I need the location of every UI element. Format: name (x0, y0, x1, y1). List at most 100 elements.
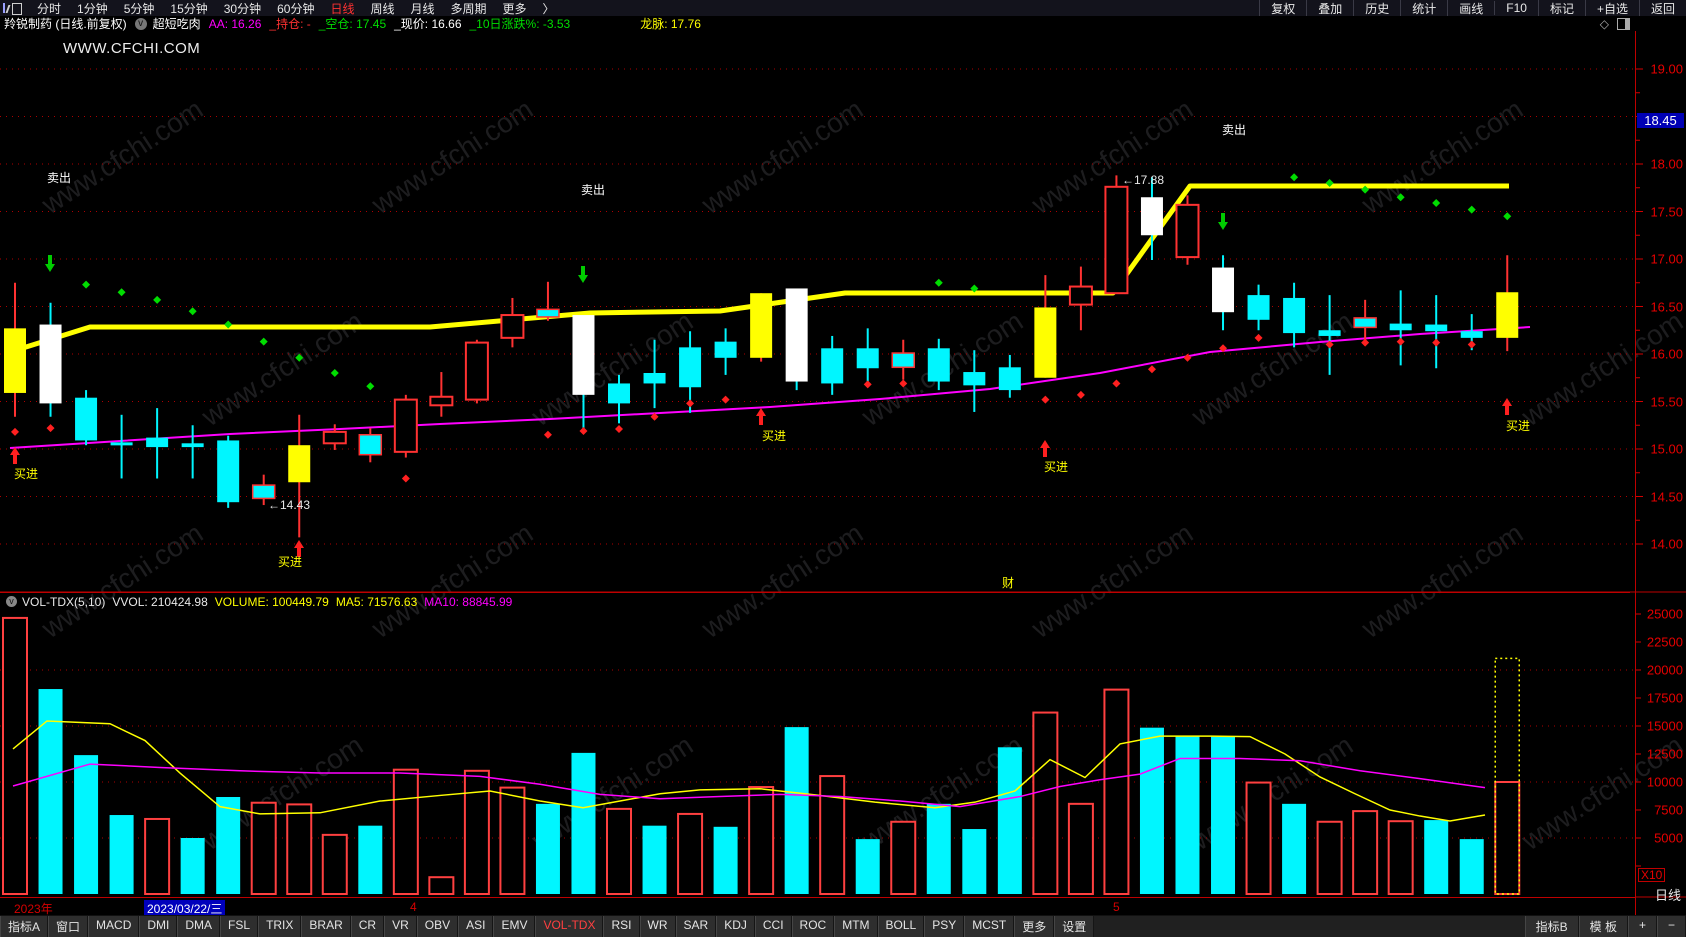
volume-bar[interactable] (1211, 736, 1236, 894)
volume-bar[interactable] (428, 876, 455, 896)
candle-body[interactable] (75, 397, 98, 441)
volume-bar[interactable] (1175, 736, 1200, 894)
candle-body[interactable] (1425, 324, 1448, 332)
candle-body[interactable] (464, 341, 489, 401)
volume-bar[interactable] (890, 820, 917, 896)
volume-bar[interactable] (784, 727, 809, 894)
menu-item-分时[interactable]: 分时 (37, 1, 62, 16)
candle-body[interactable] (393, 398, 418, 453)
tab-ROC[interactable]: ROC (791, 916, 835, 937)
volume-bar[interactable] (216, 797, 241, 894)
tab-MACD[interactable]: MACD (88, 916, 140, 937)
menu-item-日线[interactable]: 日线 (330, 1, 355, 16)
tab-BOLL[interactable]: BOLL (877, 916, 925, 937)
tab-FSL[interactable]: FSL (220, 916, 259, 937)
candle-body[interactable] (251, 484, 276, 500)
diamond-icon[interactable]: ◇ (1599, 16, 1609, 31)
volume-bar[interactable] (819, 775, 846, 896)
volume-bar[interactable] (463, 769, 490, 895)
candle-body[interactable] (998, 367, 1021, 391)
volume-bar[interactable] (1494, 781, 1521, 895)
menu-item-1分钟[interactable]: 1分钟 (77, 1, 108, 16)
candle-body[interactable] (963, 372, 986, 386)
candle-body[interactable] (1104, 185, 1129, 295)
candle-body[interactable] (608, 383, 631, 404)
tab-ASI[interactable]: ASI (458, 916, 494, 937)
candle-body[interactable] (1460, 331, 1483, 338)
tab-CR[interactable]: CR (350, 916, 385, 937)
volume-bar[interactable] (642, 825, 667, 894)
volume-bar[interactable] (74, 755, 99, 894)
volume-bar[interactable] (926, 803, 951, 894)
tab-更多[interactable]: 更多 (1014, 916, 1055, 937)
tab-指标B[interactable]: 指标B (1524, 916, 1579, 937)
candle-body[interactable] (217, 440, 240, 503)
volume-bar[interactable] (962, 829, 987, 894)
candle-body[interactable] (1175, 203, 1200, 259)
tab-MCST[interactable]: MCST (964, 916, 1015, 937)
candle-body[interactable] (1140, 197, 1163, 236)
candle-body[interactable] (1496, 292, 1519, 338)
candle-body[interactable] (500, 314, 525, 339)
toolbar-button-返回[interactable]: 返回 (1638, 0, 1686, 17)
tab-DMI[interactable]: DMI (139, 916, 178, 937)
date-axis-row[interactable]: 2023年 2023/03/22/三 4 5 (0, 897, 1635, 917)
candle-body[interactable] (288, 445, 311, 483)
candle-body[interactable] (856, 348, 879, 369)
candle-body[interactable] (1034, 307, 1057, 378)
volume-bar[interactable] (1387, 820, 1414, 896)
tab-−[interactable]: − (1656, 916, 1686, 937)
candle-body[interactable] (750, 293, 773, 358)
volume-bar[interactable] (109, 815, 134, 894)
toolbar-button-复权[interactable]: 复权 (1259, 0, 1306, 17)
candle-body[interactable] (891, 352, 915, 369)
volume-bar[interactable] (1103, 688, 1130, 895)
tab-模 板[interactable]: 模 板 (1578, 916, 1628, 937)
candle-body[interactable] (714, 341, 737, 358)
candle-body[interactable] (110, 442, 133, 446)
tab-PSY[interactable]: PSY (924, 916, 965, 937)
volume-bar[interactable] (1459, 839, 1484, 894)
tab-VR[interactable]: VR (384, 916, 417, 937)
menu-item-周线[interactable]: 周线 (370, 1, 395, 16)
tab-KDJ[interactable]: KDJ (716, 916, 755, 937)
volume-bar[interactable] (571, 752, 596, 894)
candle-body[interactable] (146, 437, 169, 448)
tab-指标A[interactable]: 指标A (0, 916, 49, 937)
volume-bar[interactable] (997, 747, 1022, 894)
menu-item-月线[interactable]: 月线 (410, 1, 435, 16)
tab-RSI[interactable]: RSI (603, 916, 640, 937)
tab-EMV[interactable]: EMV (493, 916, 536, 937)
volume-bar[interactable] (144, 817, 171, 896)
candle-body[interactable] (429, 395, 454, 407)
tab-窗口[interactable]: 窗口 (48, 916, 89, 937)
volume-collapse-icon[interactable]: v (6, 596, 17, 607)
candle-body[interactable] (679, 347, 702, 388)
volume-bar[interactable] (321, 833, 348, 896)
tab-SAR[interactable]: SAR (675, 916, 717, 937)
candle-body[interactable] (821, 348, 844, 384)
candle-body[interactable] (927, 348, 950, 382)
menu-item-更多[interactable]: 更多 (502, 1, 527, 16)
toolbar-button-叠加[interactable]: 叠加 (1306, 0, 1353, 17)
menu-item-多周期[interactable]: 多周期 (450, 1, 487, 16)
volume-bar[interactable] (1424, 820, 1449, 894)
tab-VOL-TDX[interactable]: VOL-TDX (535, 916, 604, 937)
volume-bar[interactable] (1282, 803, 1307, 894)
candle-body[interactable] (1283, 297, 1306, 334)
volume-bar[interactable] (180, 838, 205, 894)
candle-body[interactable] (358, 434, 383, 456)
candle-body[interactable] (643, 373, 666, 384)
toolbar-button-+自选[interactable]: +自选 (1584, 0, 1639, 17)
tab-MTM[interactable]: MTM (834, 916, 878, 937)
candle-body[interactable] (1389, 323, 1412, 331)
toolbar-button-历史[interactable]: 历史 (1353, 0, 1400, 17)
menu-item-15分钟[interactable]: 15分钟 (170, 1, 208, 16)
volume-bar[interactable] (286, 803, 313, 896)
candle-body[interactable] (39, 324, 62, 404)
candle-body[interactable] (4, 328, 26, 393)
volume-bar[interactable] (38, 689, 63, 894)
menu-item-5分钟[interactable]: 5分钟 (123, 1, 155, 16)
volume-bar[interactable] (1067, 802, 1094, 896)
